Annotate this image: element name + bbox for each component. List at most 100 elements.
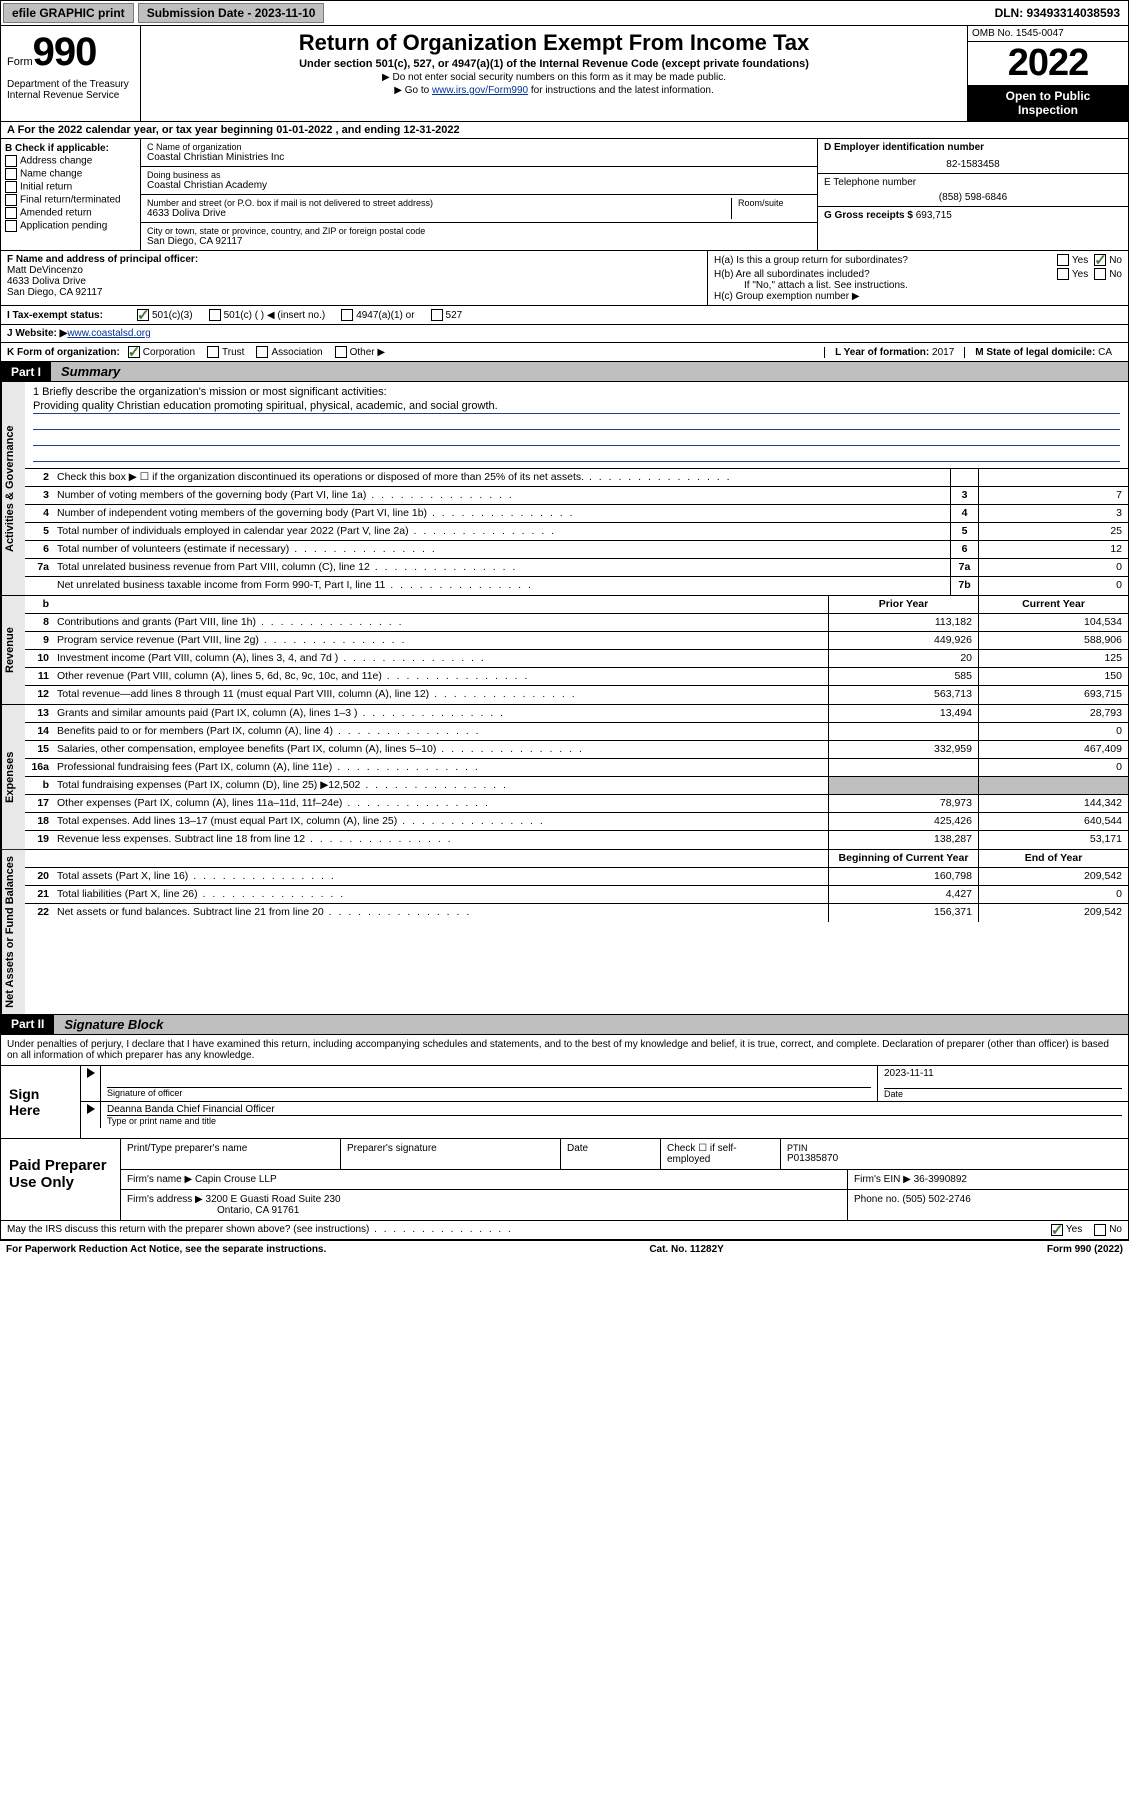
row-prior [828,777,978,794]
row-current: 640,544 [978,813,1128,830]
501c3-checkbox[interactable] [137,309,149,321]
org-name: Coastal Christian Ministries Inc [147,152,811,163]
m-label: M State of legal domicile: [975,347,1098,358]
sig-date-value: 2023-11-11 [884,1068,1122,1088]
part-2-label: Part II [1,1015,54,1033]
row-current: 209,542 [978,868,1128,885]
chk-amended[interactable]: Amended return [5,207,136,219]
row-desc: Revenue less expenses. Subtract line 18 … [53,831,828,849]
row-num: b [25,777,53,794]
chk-name-change[interactable]: Name change [5,168,136,180]
ptin-label: PTIN [787,1143,1122,1153]
hb-yes-checkbox[interactable] [1057,268,1069,280]
corp-checkbox[interactable] [128,346,140,358]
row-num: 5 [25,523,53,540]
chk-initial-return[interactable]: Initial return [5,181,136,193]
chk-label: Address change [20,156,92,167]
entity-grid: B Check if applicable: Address change Na… [0,139,1129,251]
row-num: 19 [25,831,53,849]
arrow-cell [81,1066,101,1101]
irs-link[interactable]: www.irs.gov/Form990 [432,85,528,96]
sign-here-label: Sign Here [1,1066,81,1138]
summary-row: 12 Total revenue—add lines 8 through 11 … [25,686,1128,704]
chk-address-change[interactable]: Address change [5,155,136,167]
checkbox-icon[interactable] [5,220,17,232]
discuss-no-checkbox[interactable] [1094,1224,1106,1236]
efile-print-button[interactable]: efile GRAPHIC print [3,3,134,23]
row-desc: Salaries, other compensation, employee b… [53,741,828,758]
revenue-body: b Prior Year Current Year 8 Contribution… [25,596,1128,704]
checkbox-icon[interactable] [5,181,17,193]
opt-corp: Corporation [143,347,195,358]
opt-other: Other ▶ [350,347,385,358]
omb-number: OMB No. 1545-0047 [968,26,1128,42]
summary-row: 3 Number of voting members of the govern… [25,487,1128,505]
website-link[interactable]: www.coastalsd.org [67,328,150,339]
part-2-title: Signature Block [54,1015,1128,1034]
checkbox-icon[interactable] [5,194,17,206]
firm-addr-label: Firm's address ▶ [127,1194,203,1205]
m-value: CA [1098,347,1112,358]
department-label: Department of the Treasury Internal Reve… [7,79,134,101]
opt-527: 527 [446,310,463,321]
row-desc: Total revenue—add lines 8 through 11 (mu… [53,686,828,704]
right-column: D Employer identification number 82-1583… [818,139,1128,250]
firm-ein-label: Firm's EIN ▶ [854,1174,911,1185]
org-name-label: C Name of organization [147,142,811,152]
row-val: 25 [978,523,1128,540]
row-current: 693,715 [978,686,1128,704]
twocol-header: b Prior Year Current Year [25,596,1128,614]
row-current: 467,409 [978,741,1128,758]
footer-mid: Cat. No. 11282Y [326,1244,1047,1255]
form-subtitle: Under section 501(c), 527, or 4947(a)(1)… [149,58,959,70]
4947-checkbox[interactable] [341,309,353,321]
row-desc: Other expenses (Part IX, column (A), lin… [53,795,828,812]
opt-501c3: 501(c)(3) [152,310,193,321]
officer-name-label: Type or print name and title [107,1115,1122,1126]
submission-date-button[interactable]: Submission Date - 2023-11-10 [138,3,325,23]
mission-q: 1 Briefly describe the organization's mi… [33,386,1120,398]
prep-date-header: Date [561,1139,661,1169]
revenue-tab: Revenue [1,596,25,704]
assoc-checkbox[interactable] [256,346,268,358]
row-num: 9 [25,632,53,649]
checkbox-icon[interactable] [5,168,17,180]
chk-application-pending[interactable]: Application pending [5,220,136,232]
row-num: 16a [25,759,53,776]
ha-yes-checkbox[interactable] [1057,254,1069,266]
ha-no-checkbox[interactable] [1094,254,1106,266]
officer-name: Deanna Banda Chief Financial Officer [107,1104,1122,1115]
section-h: H(a) Is this a group return for subordin… [708,251,1128,305]
discuss-q: May the IRS discuss this return with the… [7,1224,1051,1235]
mission-blank1 [33,416,1120,430]
note2-pre: ▶ Go to [394,85,432,96]
row-current: 104,534 [978,614,1128,631]
row-current: 125 [978,650,1128,667]
hb-no-checkbox[interactable] [1094,268,1106,280]
row-num: 2 [25,469,53,486]
row-desc: Other revenue (Part VIII, column (A), li… [53,668,828,685]
form-note2: ▶ Go to www.irs.gov/Form990 for instruct… [149,85,959,96]
section-k-label: K Form of organization: [7,347,120,358]
discuss-yes-checkbox[interactable] [1051,1224,1063,1236]
summary-row: 19 Revenue less expenses. Subtract line … [25,831,1128,849]
other-checkbox[interactable] [335,346,347,358]
prep-header-row: Print/Type preparer's name Preparer's si… [121,1139,1128,1170]
begin-header: Beginning of Current Year [828,850,978,867]
l-label: L Year of formation: [835,347,932,358]
netassets-section: Net Assets or Fund Balances Beginning of… [0,850,1129,1015]
row-desc: Total number of volunteers (estimate if … [53,541,950,558]
checkbox-icon[interactable] [5,207,17,219]
row-desc: Contributions and grants (Part VIII, lin… [53,614,828,631]
checkbox-icon[interactable] [5,155,17,167]
chk-final-return[interactable]: Final return/terminated [5,194,136,206]
prep-self-emp: Check ☐ if self-employed [661,1139,781,1169]
street-row: Number and street (or P.O. box if mail i… [141,195,817,223]
527-checkbox[interactable] [431,309,443,321]
501c-checkbox[interactable] [209,309,221,321]
row-num: 6 [25,541,53,558]
trust-checkbox[interactable] [207,346,219,358]
room-label: Room/suite [738,198,811,208]
b-label: b [25,596,53,613]
principal-name: Matt DeVincenzo [7,265,701,276]
